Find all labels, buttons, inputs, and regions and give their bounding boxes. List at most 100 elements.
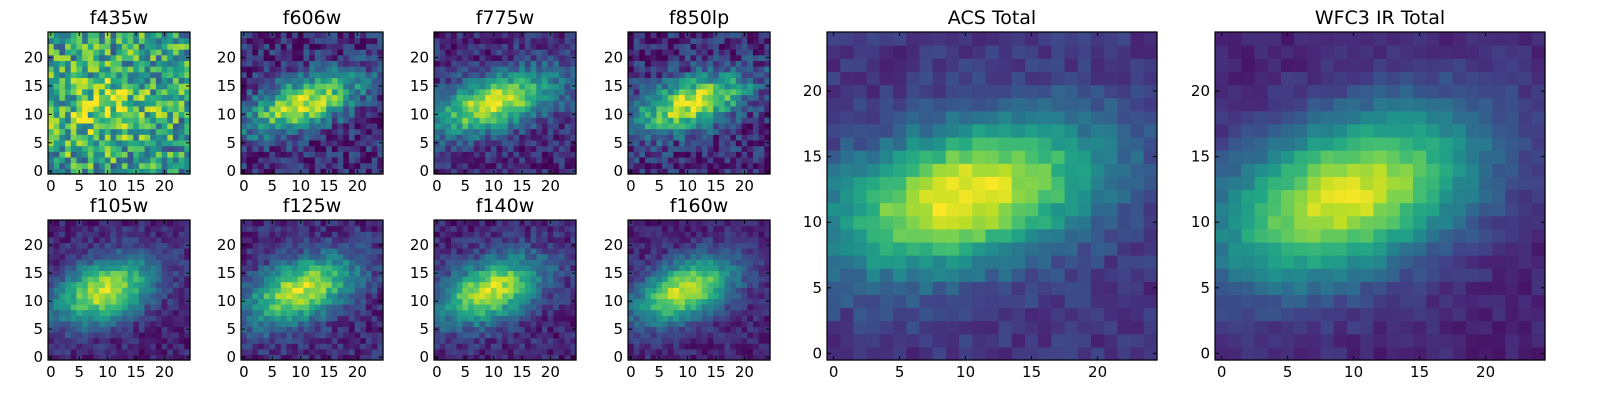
heatmap-cell: [451, 60, 458, 67]
heatmap-cell: [558, 117, 566, 124]
heatmap-cell: [178, 231, 185, 238]
heatmap-cell: [639, 117, 646, 124]
heatmap-cell: [314, 32, 322, 39]
heatmap-cell: [70, 326, 77, 333]
heatmap-cell: [110, 151, 117, 158]
heatmap-cell: [462, 264, 469, 271]
heatmap-cell: [275, 354, 282, 361]
heatmap-cell: [167, 264, 174, 271]
heatmap-cell: [116, 111, 123, 118]
heatmap-cell: [297, 100, 305, 107]
heatmap-cell: [331, 71, 339, 79]
heatmap-cell: [252, 253, 259, 260]
heatmap-cell: [65, 348, 72, 355]
heatmap-cell: [456, 117, 463, 124]
heatmap-cell: [133, 151, 140, 158]
heatmap-cell: [479, 225, 486, 232]
heatmap-cell: [541, 309, 549, 316]
heatmap-cell: [343, 326, 350, 333]
heatmap-cell: [167, 111, 174, 118]
heatmap-cell: [530, 83, 537, 90]
heatmap-cell: [286, 287, 293, 294]
heatmap-cell: [286, 83, 293, 90]
heatmap-cell: [172, 309, 180, 316]
heatmap-cell: [116, 117, 123, 124]
heatmap-cell: [558, 320, 566, 327]
heatmap-cell: [741, 117, 748, 124]
heatmap-cell: [365, 134, 373, 141]
heatmap-cell: [524, 343, 532, 350]
heatmap-cell: [473, 337, 481, 344]
heatmap-cell: [292, 43, 299, 50]
heatmap-cell: [434, 337, 441, 344]
heatmap-cell: [161, 343, 168, 350]
heatmap-cell: [246, 264, 253, 271]
heatmap-cell: [513, 168, 520, 175]
heatmap-cell: [314, 43, 322, 50]
heatmap-cell: [718, 134, 726, 141]
heatmap-cell: [530, 332, 537, 339]
heatmap-cell: [650, 128, 657, 135]
heatmap-cell: [53, 60, 60, 67]
heatmap-cell: [479, 43, 486, 50]
heatmap-cell: [707, 354, 714, 361]
heatmap-cell: [82, 134, 89, 141]
heatmap-cell: [462, 117, 469, 124]
heatmap-cell: [724, 332, 731, 339]
heatmap-cell: [263, 128, 270, 135]
heatmap-cell: [564, 77, 571, 84]
heatmap-cell: [314, 236, 322, 243]
heatmap-cell: [479, 315, 486, 322]
heatmap-cell: [679, 145, 686, 152]
heatmap-cell: [541, 264, 549, 271]
heatmap-cell: [718, 304, 726, 311]
heatmap-cell: [365, 281, 373, 288]
heatmap-cell: [360, 139, 367, 147]
heatmap-cell: [343, 320, 350, 327]
heatmap-cell: [184, 276, 191, 283]
heatmap-cell: [564, 320, 571, 327]
heatmap-cell: [628, 100, 635, 107]
heatmap-cell: [365, 253, 373, 260]
heatmap-cell: [536, 156, 543, 164]
heatmap-cell: [258, 248, 265, 255]
heatmap-cell: [485, 281, 492, 288]
heatmap-cell: [133, 88, 140, 96]
heatmap-cell: [547, 162, 554, 169]
heatmap-cell: [462, 259, 469, 266]
heatmap-cell: [639, 37, 646, 44]
heatmap-cell: [354, 231, 361, 238]
heatmap-cell: [150, 77, 157, 84]
heatmap-cell: [138, 242, 146, 249]
heatmap-cell: [701, 139, 709, 147]
heatmap-cell: [650, 343, 657, 350]
heatmap-cell: [292, 337, 299, 344]
heatmap-cell: [730, 298, 737, 305]
heatmap-cell: [337, 337, 344, 344]
heatmap-cell: [519, 315, 526, 322]
heatmap-cell: [348, 332, 356, 339]
heatmap-cell: [172, 49, 180, 56]
heatmap-cell: [121, 315, 129, 322]
heatmap-cell: [93, 100, 100, 107]
heatmap-cell: [445, 304, 452, 311]
heatmap-cell: [741, 37, 748, 44]
heatmap-cell: [479, 54, 486, 61]
heatmap-cell: [275, 122, 282, 130]
heatmap-cell: [178, 60, 185, 67]
heatmap-cell: [241, 105, 248, 113]
heatmap-cell: [99, 100, 106, 107]
heatmap-cell: [258, 332, 265, 339]
heatmap-cell: [502, 270, 509, 277]
heatmap-cell: [690, 304, 697, 311]
heatmap-cell: [434, 156, 441, 164]
heatmap-cell: [547, 105, 554, 113]
heatmap-cell: [59, 105, 66, 113]
heatmap-cell: [764, 134, 771, 141]
x-tick-label: 15: [512, 177, 531, 195]
heatmap-cell: [530, 348, 537, 355]
heatmap-cell: [144, 105, 151, 113]
heatmap-cell: [547, 122, 554, 130]
heatmap-cell: [434, 77, 441, 84]
heatmap-cell: [468, 320, 475, 327]
